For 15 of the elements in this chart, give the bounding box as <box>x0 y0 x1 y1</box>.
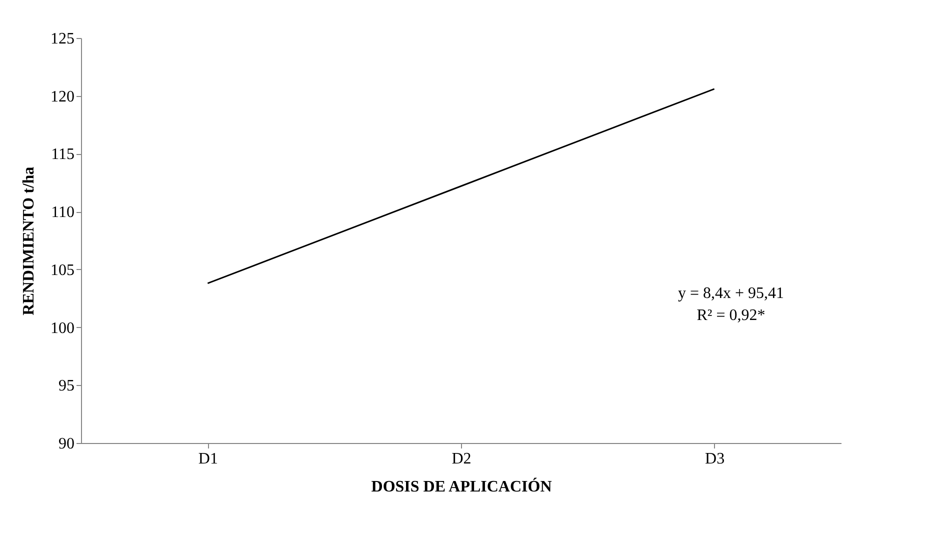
y-axis-title: RENDIMIENTO t/ha <box>20 166 38 316</box>
x-tick-label: D2 <box>452 450 472 468</box>
x-axis-title: DOSIS DE APLICACIÓN <box>371 478 552 496</box>
y-tick-label: 105 <box>50 262 74 279</box>
y-tick-label: 95 <box>58 378 74 395</box>
y-tick-label: 115 <box>51 146 74 164</box>
x-tick-label: D3 <box>705 450 725 468</box>
y-tick-label: 120 <box>50 88 74 106</box>
x-tick-label: D1 <box>198 450 218 468</box>
y-tick-label: 125 <box>50 30 74 48</box>
annotation: R² = 0,92* <box>696 307 766 324</box>
y-tick-label: 90 <box>58 436 74 452</box>
y-tick-label: 100 <box>50 320 74 337</box>
y-tick-label: 110 <box>51 204 74 222</box>
annotation: y = 8,4x + 95,41 <box>678 285 784 302</box>
